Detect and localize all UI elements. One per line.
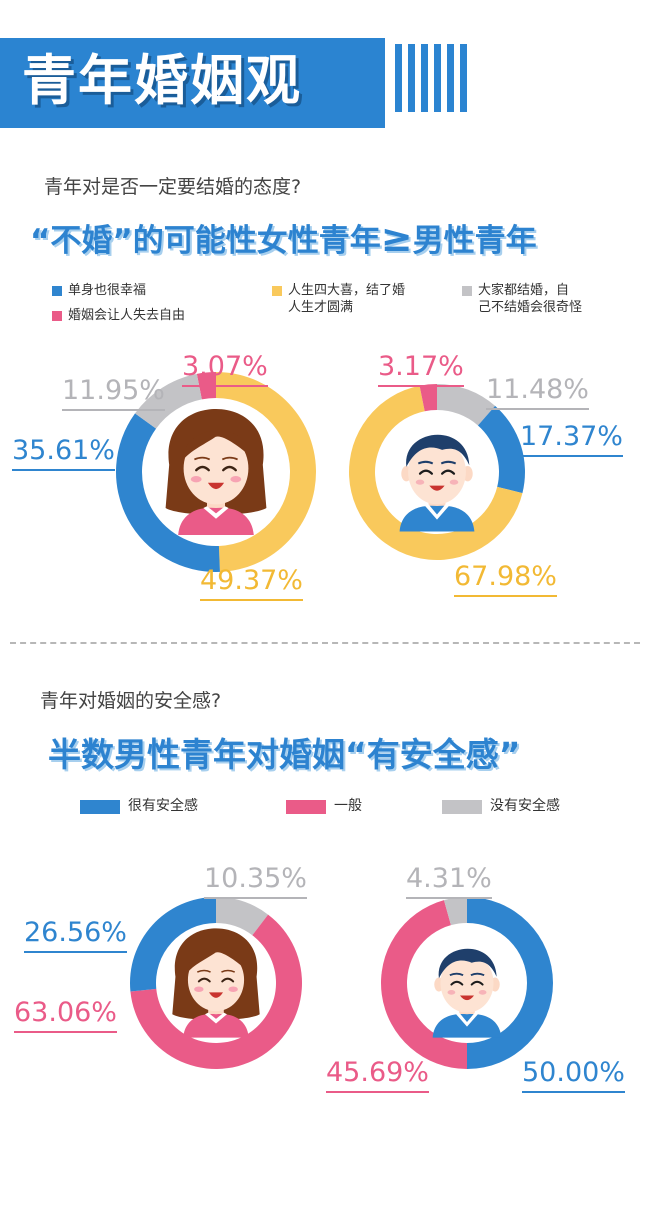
headline-1-right: 男性青年 <box>412 223 537 259</box>
pct-label: 10.35% <box>204 864 307 899</box>
legend-label: 没有安全感 <box>490 798 560 814</box>
female-avatar-icon <box>172 928 260 1038</box>
legend-swatch-blue <box>80 800 120 814</box>
chart1-male-slice <box>437 384 496 426</box>
legend-label-line: 己不结婚会很奇怪 <box>478 300 583 315</box>
chart1-female-slice <box>135 373 202 429</box>
legend-label: 大家都结婚，自 己不结婚会很奇怪 <box>478 282 582 316</box>
banner-stripe <box>447 44 454 112</box>
chart1-male-slice <box>419 384 437 412</box>
chart1-male-slice <box>349 385 523 560</box>
pct-label: 67.98% <box>454 562 557 597</box>
greater-equal-icon: ≥ <box>380 216 413 260</box>
legend-label-line: 人生才圆满 <box>288 300 354 315</box>
chart2-female-slice <box>216 897 269 936</box>
question-2: 青年对婚姻的安全感? <box>40 690 222 712</box>
chart2-female-slice <box>130 914 302 1069</box>
pct-label: 45.69% <box>326 1058 429 1093</box>
header-banner <box>0 38 385 128</box>
male-avatar-icon <box>399 434 475 532</box>
chart1-female-slice <box>216 372 317 572</box>
legend-label: 人生四大喜，结了婚 人生才圆满 <box>288 282 405 316</box>
pct-label: 50.00% <box>522 1058 625 1093</box>
question-1: 青年对是否一定要结婚的态度? <box>44 176 302 198</box>
legend-swatch-gray <box>462 286 472 296</box>
male-avatar-icon <box>432 948 502 1038</box>
banner-stripe <box>395 44 402 112</box>
pct-label: 63.06% <box>14 998 117 1033</box>
chart2-male-slice <box>381 900 467 1069</box>
headline-1-left: “不婚”的可能性女性青年 <box>30 223 381 259</box>
chart1-male-slice <box>477 405 525 494</box>
legend-label: 单身也很幸福 <box>68 283 147 298</box>
page-title: 青年婚姻观 <box>22 49 302 112</box>
legend-swatch-pink <box>286 800 326 814</box>
headline-2: 半数男性青年对婚姻“有安全感” <box>48 735 521 774</box>
legend-label: 婚姻会让人失去自由 <box>68 308 186 323</box>
pct-label: 35.61% <box>12 436 115 471</box>
banner-stripe <box>408 44 415 112</box>
pct-label: 11.95% <box>62 376 165 411</box>
legend-label: 一般 <box>334 798 362 814</box>
banner-stripe <box>434 44 441 112</box>
pct-label: 3.17% <box>378 352 464 387</box>
pct-label: 49.37% <box>200 566 303 601</box>
chart2-female-slice <box>130 897 216 992</box>
chart1-female-slice <box>115 413 220 572</box>
female-avatar-icon <box>165 409 267 535</box>
pct-label: 11.48% <box>486 375 589 410</box>
legend-swatch-blue <box>52 286 62 296</box>
section-divider <box>10 642 640 644</box>
legend-label-line: 大家都结婚，自 <box>478 283 570 298</box>
chart2-male-slice <box>467 897 553 1069</box>
chart2-male-slice <box>443 897 467 926</box>
legend-swatch-gray <box>442 800 482 814</box>
pct-label: 3.07% <box>182 352 268 387</box>
legend-swatch-pink <box>52 311 62 321</box>
legend-label: 很有安全感 <box>128 798 198 814</box>
legend-swatch-yellow <box>272 286 282 296</box>
pct-label: 26.56% <box>24 918 127 953</box>
legend-label-line: 人生四大喜，结了婚 <box>288 283 406 298</box>
pct-label: 17.37% <box>520 422 623 457</box>
headline-1: “不婚”的可能性女性青年≥男性青年 <box>30 215 537 260</box>
pct-label: 4.31% <box>406 864 492 899</box>
banner-stripe <box>460 44 467 112</box>
banner-stripe <box>421 44 428 112</box>
